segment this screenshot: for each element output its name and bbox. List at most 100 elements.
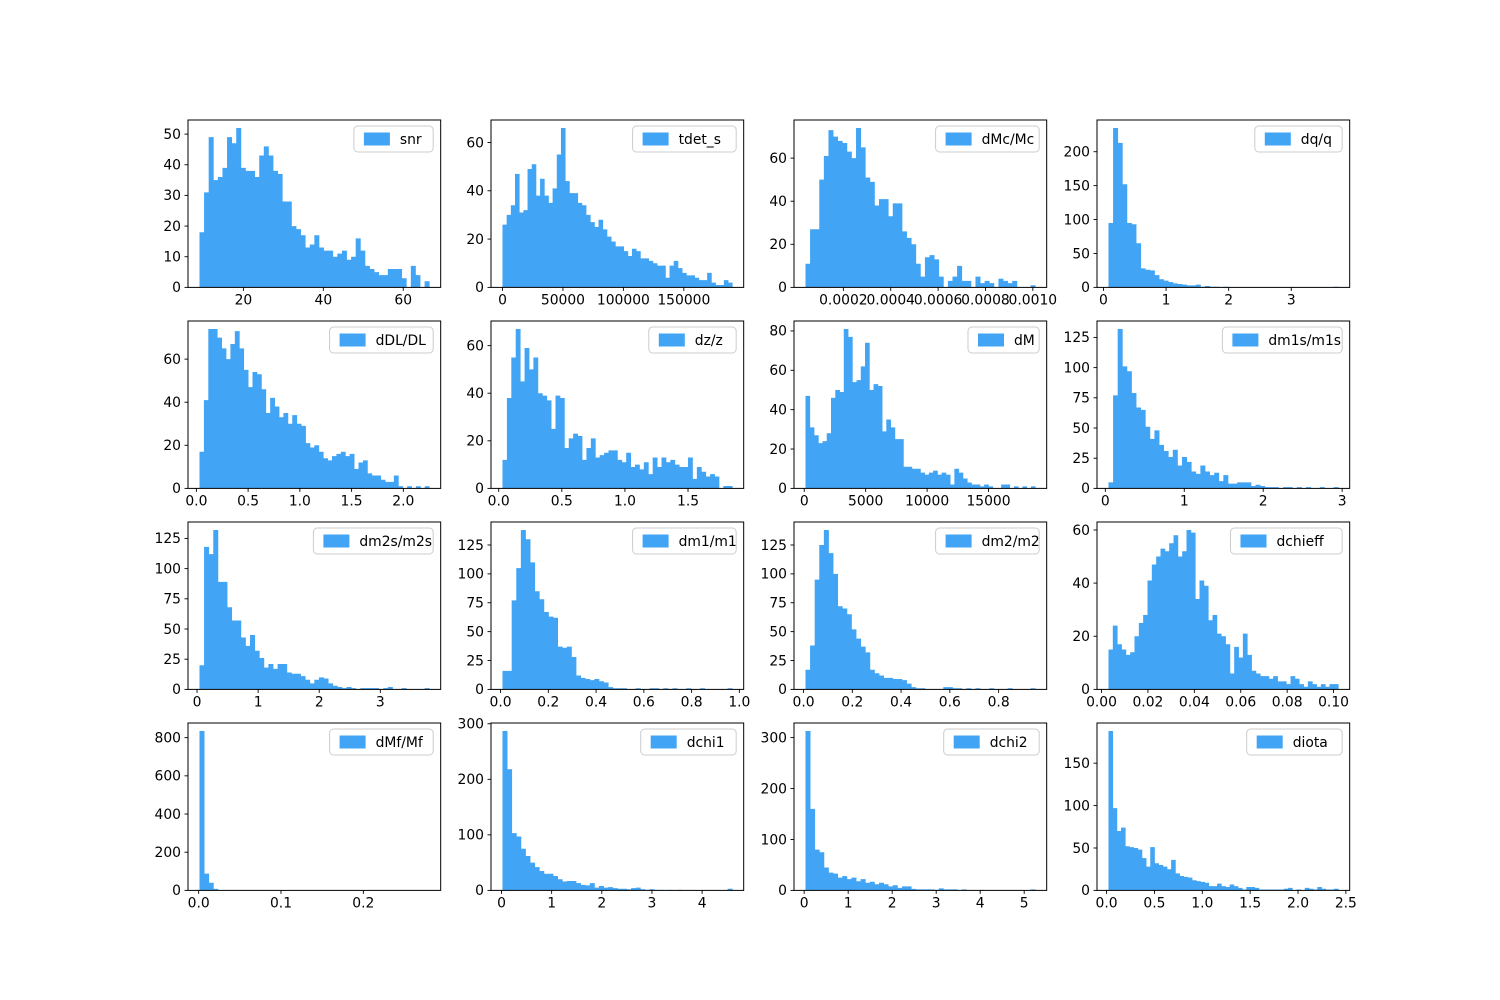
subplot-dmf-mf: 0.0 0.1 0.2 0 200 400 600 800 dMf/Mf bbox=[110, 709, 463, 932]
histogram-bars bbox=[198, 328, 430, 489]
x-tick-label: 3 bbox=[932, 895, 941, 911]
y-tick-label: 25 bbox=[163, 652, 181, 668]
x-tick-label: 0.2 bbox=[841, 694, 863, 710]
histogram-bars bbox=[805, 730, 1036, 890]
subplot-tdet-s: 0 50000 100000 150000 0 20 40 60 tdet_s bbox=[413, 106, 766, 329]
legend-label: dMc/Mc bbox=[981, 132, 1034, 148]
legend-label: dm1s/m1s bbox=[1269, 333, 1342, 349]
y-tick-label: 25 bbox=[1073, 451, 1091, 467]
x-tick-label: 0.0002 bbox=[819, 292, 868, 308]
y-tick-label: 0 bbox=[172, 481, 181, 497]
y-tick-label: 200 bbox=[1064, 145, 1090, 161]
x-tick-label: 1.5 bbox=[677, 493, 699, 509]
subplot-dmc-mc: 0.0002 0.0004 0.0006 0.0008 0.0010 0 20 40 60 dMc… bbox=[716, 106, 1069, 329]
legend-label: dz/z bbox=[694, 333, 722, 349]
y-tick-label: 40 bbox=[769, 402, 787, 418]
y-tick-label: 100 bbox=[457, 566, 483, 582]
y-tick-label: 100 bbox=[760, 566, 786, 582]
legend: dchi2 bbox=[943, 728, 1040, 756]
x-tick-label: 0.2 bbox=[537, 694, 559, 710]
y-tick-label: 0 bbox=[778, 481, 787, 497]
histogram-bars bbox=[1108, 328, 1339, 489]
x-tick-label: 2 bbox=[597, 895, 606, 911]
x-tick-label: 3 bbox=[1287, 292, 1296, 308]
y-tick-label: 0 bbox=[475, 280, 484, 296]
y-tick-label: 50 bbox=[1073, 421, 1091, 437]
y-tick-label: 100 bbox=[760, 832, 786, 848]
legend-swatch bbox=[953, 735, 980, 749]
y-tick-label: 125 bbox=[760, 538, 786, 554]
y-tick-label: 0 bbox=[778, 280, 787, 296]
axes-spines bbox=[490, 320, 744, 489]
legend-swatch bbox=[1232, 333, 1259, 347]
y-tick-label: 20 bbox=[466, 232, 484, 248]
y-tick-label: 50 bbox=[163, 127, 181, 143]
x-tick-label: 15000 bbox=[966, 493, 1010, 509]
subplot-dm2-m2: 0.0 0.2 0.4 0.6 0.8 0 25 50 75 100 125 dm2/m2 bbox=[716, 508, 1069, 731]
histogram-dm2-m2: 0.0 0.2 0.4 0.6 0.8 0 25 50 75 100 125 dm2/m2 bbox=[760, 521, 1048, 710]
y-tick-label: 40 bbox=[769, 194, 787, 210]
x-tick-label: 5000 bbox=[848, 493, 883, 509]
histogram-bars bbox=[1108, 529, 1339, 690]
x-tick-label: 0.5 bbox=[550, 493, 572, 509]
x-tick-label: 2.5 bbox=[1335, 895, 1357, 911]
x-tick-label: 0.0 bbox=[187, 895, 209, 911]
y-tick-label: 80 bbox=[769, 324, 787, 340]
y-tick-label: 0 bbox=[172, 682, 181, 698]
axes-spines bbox=[1096, 722, 1351, 891]
legend: dMf/Mf bbox=[328, 728, 434, 756]
legend-label: tdet_s bbox=[678, 132, 720, 148]
subplot-dm: 0 5000 10000 15000 0 20 40 60 80 dM bbox=[716, 307, 1069, 530]
legend: dM bbox=[967, 326, 1040, 354]
y-tick-label: 0 bbox=[778, 883, 787, 899]
histogram-dchi1: 0 1 2 3 4 0 100 200 300 dchi1 bbox=[457, 716, 744, 911]
x-tick-label: 1 bbox=[1162, 292, 1171, 308]
axes-spines bbox=[793, 521, 1048, 690]
x-tick-label: 1.5 bbox=[1239, 895, 1261, 911]
y-tick-label: 0 bbox=[475, 481, 484, 497]
y-tick-label: 0 bbox=[475, 883, 484, 899]
x-tick-label: 5 bbox=[1020, 895, 1029, 911]
legend-swatch bbox=[1264, 132, 1291, 146]
legend-label: dDL/DL bbox=[375, 333, 426, 349]
legend: dm2/m2 bbox=[934, 527, 1040, 555]
y-tick-label: 125 bbox=[154, 531, 180, 547]
y-tick-label: 75 bbox=[466, 595, 484, 611]
legend-swatch bbox=[339, 735, 366, 749]
y-tick-label: 0 bbox=[1081, 280, 1090, 296]
x-tick-label: 0.4 bbox=[890, 694, 912, 710]
axes-spines bbox=[186, 722, 441, 891]
legend: snr bbox=[352, 125, 434, 153]
legend: dq/q bbox=[1254, 125, 1343, 153]
x-tick-label: 1 bbox=[253, 694, 262, 710]
histogram-dm1s-m1s: 0 1 2 3 0 25 50 75 100 125 dm1s/m1s bbox=[1064, 320, 1351, 509]
x-tick-label: 1 bbox=[844, 895, 853, 911]
legend-label: diota bbox=[1293, 734, 1328, 750]
histogram-ddl-dl: 0.0 0.5 1.0 1.5 2.0 0 20 40 60 dDL/DL bbox=[163, 320, 441, 509]
x-tick-label: 1 bbox=[1180, 493, 1189, 509]
y-tick-label: 25 bbox=[466, 653, 484, 669]
x-tick-label: 0 bbox=[1101, 493, 1110, 509]
legend: dm1/m1 bbox=[631, 527, 736, 555]
y-tick-label: 40 bbox=[466, 184, 484, 200]
y-tick-label: 150 bbox=[1064, 756, 1090, 772]
subplot-dchi1: 0 1 2 3 4 0 100 200 300 dchi1 bbox=[413, 709, 766, 932]
x-tick-label: 0.02 bbox=[1133, 694, 1164, 710]
subplot-dchi2: 0 1 2 3 4 5 0 100 200 300 dchi2 bbox=[716, 709, 1069, 932]
x-tick-label: 1 bbox=[547, 895, 556, 911]
axes-spines bbox=[793, 119, 1048, 288]
y-tick-label: 50 bbox=[466, 624, 484, 640]
y-tick-label: 0 bbox=[475, 682, 484, 698]
axes-spines bbox=[490, 722, 744, 891]
y-tick-label: 200 bbox=[760, 781, 786, 797]
histogram-tdet-s: 0 50000 100000 150000 0 20 40 60 tdet_s bbox=[466, 119, 744, 308]
legend-swatch bbox=[642, 534, 669, 548]
x-tick-label: 0.0004 bbox=[866, 292, 915, 308]
histogram-dm2s-m2s: 0 1 2 3 0 25 50 75 100 125 dm2s/m2s bbox=[154, 521, 441, 710]
legend: diota bbox=[1246, 728, 1343, 756]
histogram-diota: 0.0 0.5 1.0 1.5 2.0 2.5 0 50 100 150 diota bbox=[1064, 722, 1357, 911]
x-tick-label: 0.2 bbox=[352, 895, 374, 911]
x-tick-label: 1.5 bbox=[340, 493, 362, 509]
y-tick-label: 40 bbox=[163, 158, 181, 174]
